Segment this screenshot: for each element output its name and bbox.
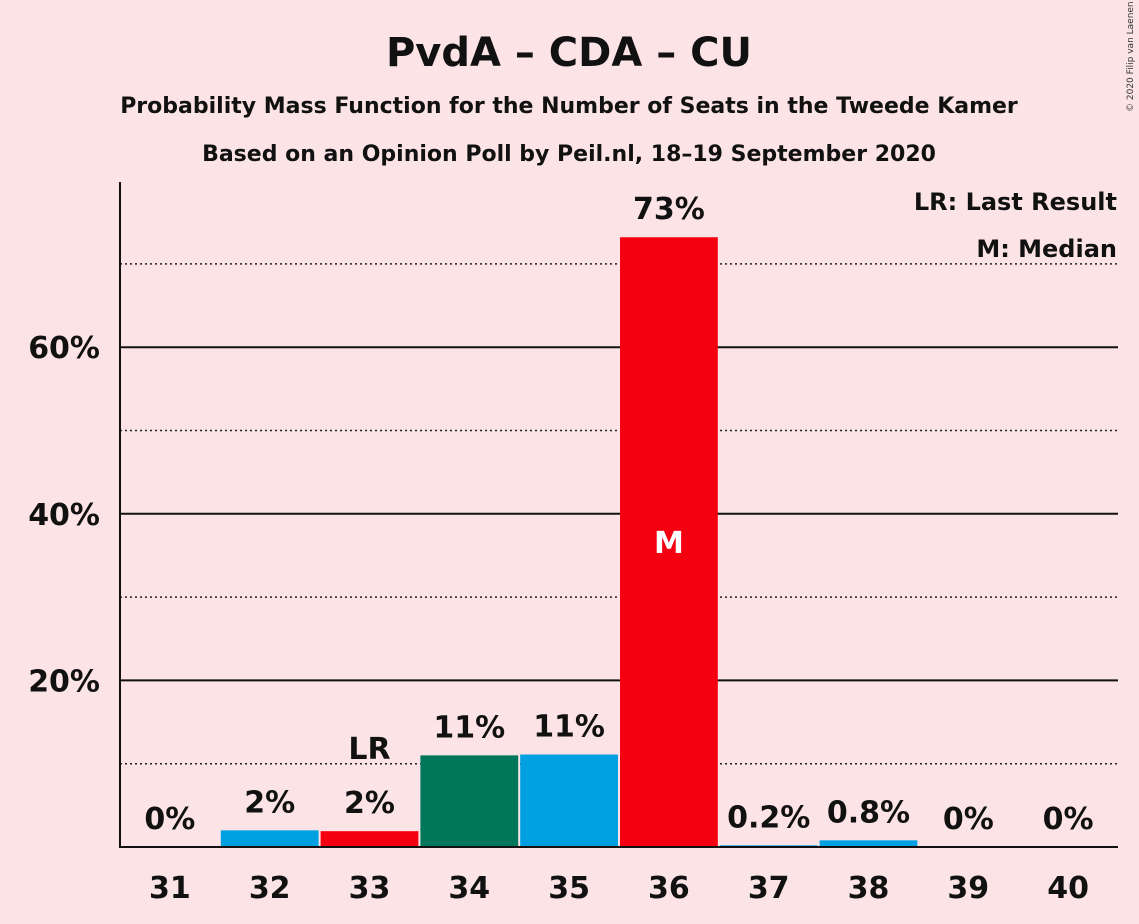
chart-subtitle-1: Probability Mass Function for the Number… — [120, 94, 1018, 119]
bar-35 — [520, 754, 618, 847]
bar-34 — [420, 755, 519, 847]
value-label-31: 0% — [144, 802, 195, 837]
value-label-35: 11% — [533, 710, 605, 745]
x-tick-label-32: 32 — [249, 871, 291, 906]
x-tick-label-38: 38 — [848, 871, 890, 906]
value-label-36: 73% — [633, 192, 705, 227]
bar-33 — [320, 831, 419, 847]
gridlines — [120, 263, 1118, 765]
copyright-notice: © 2020 Filip van Laenen — [1126, 1, 1136, 112]
value-label-39: 0% — [943, 802, 994, 837]
bar-38 — [819, 840, 918, 847]
bar-36 — [620, 237, 718, 847]
y-tick-label: 20% — [28, 664, 100, 699]
x-tick-label-39: 39 — [947, 871, 989, 906]
value-label-37: 0.2% — [727, 800, 810, 835]
x-tick-label-35: 35 — [548, 871, 590, 906]
axes: 20% 40% 60% 31 32 33 34 35 36 37 38 39 40 — [28, 182, 1118, 906]
chart-subtitle-2: Based on an Opinion Poll by Peil.nl, 18–… — [202, 142, 936, 167]
bar-labels: 0% 2% 2% LR 11% 11% 73% M 0.2% 0.8% 0% 0% — [144, 192, 1093, 837]
x-tick-label-36: 36 — [648, 871, 690, 906]
bars — [220, 237, 918, 847]
value-label-33: 2% — [344, 786, 395, 821]
y-tick-label: 40% — [28, 498, 100, 533]
y-tick-label: 60% — [28, 331, 100, 366]
last-result-marker: LR — [348, 732, 390, 767]
value-label-32: 2% — [244, 785, 295, 820]
value-label-38: 0.8% — [827, 795, 910, 830]
value-label-40: 0% — [1043, 802, 1094, 837]
x-tick-label-40: 40 — [1047, 871, 1089, 906]
x-tick-label-31: 31 — [149, 871, 191, 906]
x-tick-label-37: 37 — [748, 871, 790, 906]
value-label-34: 11% — [433, 710, 505, 745]
bar-32 — [220, 830, 319, 847]
median-marker: M — [654, 526, 684, 561]
legend-last-result: LR: Last Result — [914, 188, 1117, 216]
x-tick-label-34: 34 — [448, 871, 490, 906]
legend-median: M: Median — [976, 235, 1117, 263]
chart-title: PvdA – CDA – CU — [386, 30, 752, 76]
x-tick-label-33: 33 — [349, 871, 391, 906]
